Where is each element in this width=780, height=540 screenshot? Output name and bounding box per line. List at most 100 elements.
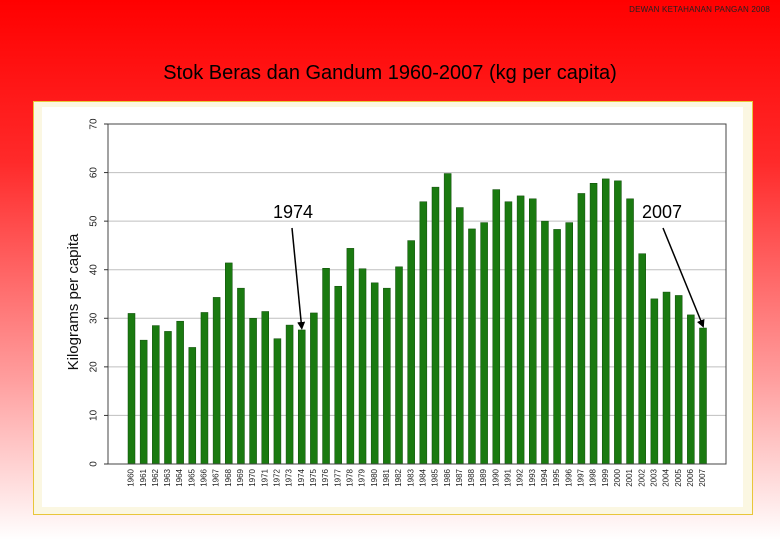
bar-1986 <box>443 173 452 465</box>
bar-1974 <box>297 329 306 465</box>
x-tick-label: 1992 <box>516 468 525 486</box>
x-tick-label: 1961 <box>139 468 148 486</box>
x-tick-label: 1980 <box>370 468 379 486</box>
bar-1972 <box>273 338 282 465</box>
x-tick-label: 1964 <box>175 468 184 486</box>
x-tick-label: 1974 <box>297 468 306 486</box>
x-tick-label: 1998 <box>589 468 598 486</box>
bar-2005 <box>674 295 683 465</box>
annotations: 1974 2007 <box>273 202 705 330</box>
bar-1987 <box>456 207 464 465</box>
y-axis-ticks: 0 10 20 30 40 50 60 70 <box>89 118 108 467</box>
x-tick-label: 1999 <box>601 468 610 486</box>
y-tick-label: 50 <box>89 215 100 227</box>
bar-1995 <box>553 229 561 465</box>
x-tick-label: 1990 <box>491 468 500 486</box>
bar-1978 <box>346 248 355 465</box>
bar-1989 <box>480 222 488 465</box>
bar-2001 <box>626 198 634 465</box>
x-tick-label: 2006 <box>686 468 695 486</box>
x-tick-label: 1967 <box>212 468 221 486</box>
bar-1984 <box>419 201 428 465</box>
bar-1967 <box>212 297 221 465</box>
bar-1988 <box>468 228 476 465</box>
x-tick-label: 1973 <box>285 468 294 486</box>
bar-2006 <box>687 314 695 465</box>
bar-1961 <box>139 339 148 465</box>
x-tick-label: 1994 <box>540 468 549 486</box>
x-axis-ticks: 1960 1961 1962 1963 1964 1965 1966 1967 1968 1969… <box>127 468 708 486</box>
bar-1991 <box>504 201 513 465</box>
bar-1963 <box>164 331 172 465</box>
bar-1962 <box>152 325 160 465</box>
x-tick-label: 1969 <box>236 468 245 486</box>
x-tick-label: 1981 <box>382 468 391 486</box>
x-tick-label: 1993 <box>528 468 537 486</box>
x-tick-label: 1976 <box>321 468 330 486</box>
header-note: DEWAN KETAHANAN PANGAN 2008 <box>629 5 770 14</box>
bar-1979 <box>358 268 367 465</box>
x-tick-label: 1983 <box>406 468 415 486</box>
x-tick-label: 2003 <box>649 468 658 486</box>
annotation-label-1974: 1974 <box>273 202 313 222</box>
x-tick-label: 1996 <box>564 468 573 486</box>
x-tick-label: 1960 <box>127 468 136 486</box>
annotation-arrow-2007 <box>662 227 705 328</box>
bar-1994 <box>541 220 549 465</box>
y-tick-label: 60 <box>89 167 100 179</box>
bar-2004 <box>662 291 671 465</box>
x-tick-label: 2002 <box>637 468 646 486</box>
bar-1966 <box>200 312 209 465</box>
x-tick-label: 1978 <box>345 468 354 486</box>
x-tick-label: 1985 <box>431 468 440 486</box>
slide-title: Stok Beras dan Gandum 1960-2007 (kg per … <box>163 62 617 84</box>
x-tick-label: 1962 <box>151 468 160 486</box>
bar-1998 <box>589 183 598 465</box>
bar-1992 <box>516 195 525 465</box>
x-tick-label: 1995 <box>552 468 561 486</box>
y-tick-label: 10 <box>89 409 100 421</box>
bar-1970 <box>249 318 257 465</box>
bar-1973 <box>285 324 294 465</box>
bar-1971 <box>261 311 270 465</box>
x-tick-label: 1984 <box>418 468 427 486</box>
annotation-label-2007: 2007 <box>642 202 682 222</box>
bar-1990 <box>492 189 501 465</box>
bar-1980 <box>370 282 379 465</box>
x-tick-label: 1977 <box>333 468 342 486</box>
bar-2002 <box>638 253 646 465</box>
bars <box>127 173 707 465</box>
x-tick-label: 1991 <box>504 468 513 486</box>
bar-1964 <box>176 320 184 465</box>
bar-2007 <box>699 327 707 465</box>
bar-1996 <box>565 222 573 465</box>
bar-1977 <box>334 285 342 465</box>
y-tick-label: 20 <box>89 361 100 373</box>
x-tick-label: 1963 <box>163 468 172 486</box>
plot-area <box>107 123 727 465</box>
y-tick-label: 30 <box>89 312 100 324</box>
x-tick-label: 2005 <box>674 468 683 486</box>
bar-1975 <box>310 312 318 465</box>
x-tick-label: 1982 <box>394 468 403 486</box>
bar-1999 <box>601 178 610 465</box>
bar-1968 <box>225 262 233 465</box>
x-tick-label: 1970 <box>248 468 257 486</box>
x-tick-label: 1972 <box>273 468 282 486</box>
annotation-arrow-1974 <box>291 227 306 330</box>
x-tick-label: 2000 <box>613 468 622 486</box>
x-tick-label: 1965 <box>187 468 196 486</box>
bar-1985 <box>431 186 440 465</box>
x-tick-label: 1988 <box>467 468 476 486</box>
x-tick-label: 1971 <box>260 468 269 486</box>
x-tick-label: 1966 <box>200 468 209 486</box>
bar-1982 <box>395 266 403 465</box>
bar-1981 <box>383 287 391 465</box>
x-tick-label: 2004 <box>662 468 671 486</box>
x-tick-label: 1975 <box>309 468 318 486</box>
y-tick-label: 40 <box>89 264 100 276</box>
x-tick-label: 2001 <box>625 468 634 486</box>
bar-1993 <box>529 198 537 465</box>
bar-2003 <box>650 298 659 465</box>
